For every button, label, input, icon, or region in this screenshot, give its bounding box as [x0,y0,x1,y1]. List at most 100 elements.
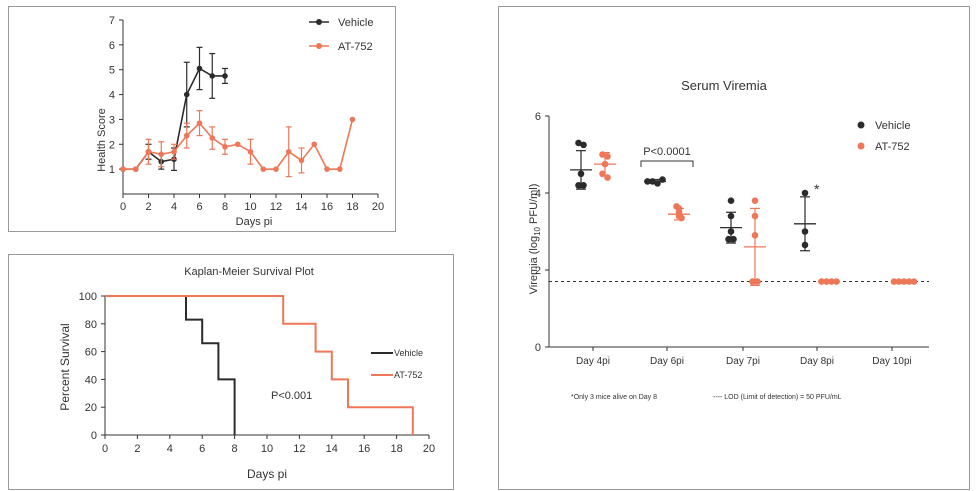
viremia-data-point [599,151,606,158]
viremia-data-point [599,170,606,178]
health-data-point [234,141,241,148]
viremia-legend-at752-dot [857,142,865,150]
viremia-data-point [659,176,666,183]
viremia-data-point [828,278,835,285]
health-data-point [183,132,190,139]
viremia-series-vehicle [570,139,816,252]
survival-x-tick-label: 4 [167,443,173,455]
health-y-tick-label: 3 [109,114,115,126]
health-data-point [171,148,177,155]
viremia-data-point [900,278,908,285]
health-x-tick-label: 18 [346,201,358,213]
health-data-point [132,166,139,172]
legend-at752-marker [316,43,322,49]
health-x-tick-label: 12 [270,201,282,213]
viremia-data-point [751,232,759,239]
health-data-point [196,120,203,126]
health-y-tick-label: 5 [109,65,115,77]
health-data-point [298,157,305,164]
viremia-y-tick-label: 4 [535,188,541,200]
health-data-point [209,73,216,79]
survival-x-tick-label: 2 [134,443,140,455]
health-x-tick-label: 4 [171,201,177,213]
viremia-data-point [604,153,611,160]
viremia-data-point [833,278,840,285]
health-score-panel: 0 2 4 6 8 10 12 14 16 18 20 1 2 3 4 5 6 7 Days pi Health … [8,6,396,232]
health-y-tick-label: 2 [109,139,115,151]
survival-ylabel: Percent Survival [58,323,72,410]
health-data-point [120,166,126,172]
viremia-data-point [751,197,759,204]
viremia-y-tick-label: 6 [535,111,541,123]
survival-curve-vehicle [105,295,236,435]
viremia-data-point [905,278,913,285]
viremia-y-tick-label: 0 [535,342,541,354]
health-y-tick-label: 6 [109,40,115,52]
health-data-point [222,73,228,79]
viremia-chart: Serum Viremia 0 2 4 6 Day 4pi Day 6pi Day 7pi D… [528,78,929,401]
viremia-data-point [727,212,735,220]
health-ylabel: Health Score [96,108,108,172]
viremia-data-point [754,278,761,285]
viremia-data-point [801,228,809,235]
survival-x-tick-label: 0 [102,443,108,455]
viremia-category-label: Day 4pi [576,356,610,367]
health-data-point [273,166,279,172]
survival-x-tick-label: 14 [326,443,338,455]
health-x-tick-label: 6 [196,201,202,213]
viremia-data-point [575,182,582,189]
viremia-legend: Vehicle AT-752 [857,120,910,153]
health-data-point [285,148,292,155]
survival-chart: Kaplan-Meier Survival Plot 0 2 4 6 8 10 12 14 16… [58,266,435,481]
survival-x-tick-label: 6 [199,443,205,455]
health-data-point [145,148,152,155]
health-data-point [349,116,356,123]
survival-title: Kaplan-Meier Survival Plot [184,266,314,278]
viremia-data-point [678,214,685,222]
viremia-data-point [801,241,809,249]
viremia-title: Serum Viremia [681,78,768,93]
survival-legend-at752: AT-752 [394,370,422,380]
survival-legend-vehicle: Vehicle [394,348,423,358]
survival-pvalue: P<0.001 [271,390,312,402]
viremia-data-point [725,235,732,243]
health-legend: Vehicle AT-752 [309,17,373,53]
survival-curve-at-752 [105,295,414,435]
health-data-point [209,135,216,141]
legend-vehicle-marker [316,19,322,25]
survival-xlabel: Days pi [247,467,287,481]
viremia-category-label: Day 7pi [726,356,760,367]
viremia-data-point [575,139,582,147]
viremia-data-point [801,189,809,197]
health-data-point [158,151,165,158]
health-x-tick-label: 2 [145,201,151,213]
viremia-footnote-left: *Only 3 mice alive on Day 8 [571,394,657,401]
viremia-data-point [895,278,903,285]
health-data-point [183,91,190,98]
viremia-data-point [727,197,735,204]
viremia-star: * [814,181,820,197]
viremia-data-point [644,178,651,185]
viremia-series-at-752 [594,151,918,286]
viremia-data-point [601,160,609,168]
health-x-tick-label: 10 [244,201,256,213]
health-legend-at752: AT-752 [338,41,373,53]
health-data-point [311,141,318,148]
viremia-data-point [823,278,830,285]
viremia-category-label: Day 10pi [872,356,911,367]
survival-x-tick-label: 20 [423,443,435,455]
health-data-point [260,166,267,172]
viremia-data-point [580,141,587,149]
viremia-data-point [890,278,898,285]
viremia-data-point [730,235,737,243]
survival-panel: Kaplan-Meier Survival Plot 0 2 4 6 8 10 12 14 16… [8,254,454,490]
health-data-point [324,166,330,172]
viremia-data-point [580,182,587,189]
survival-x-tick-label: 16 [358,443,370,455]
viremia-legend-vehicle: Vehicle [875,120,910,132]
health-x-tick-label: 16 [321,201,333,213]
survival-legend: Vehicle AT-752 [371,348,423,380]
survival-x-tick-label: 18 [390,443,402,455]
health-legend-vehicle: Vehicle [338,17,373,29]
